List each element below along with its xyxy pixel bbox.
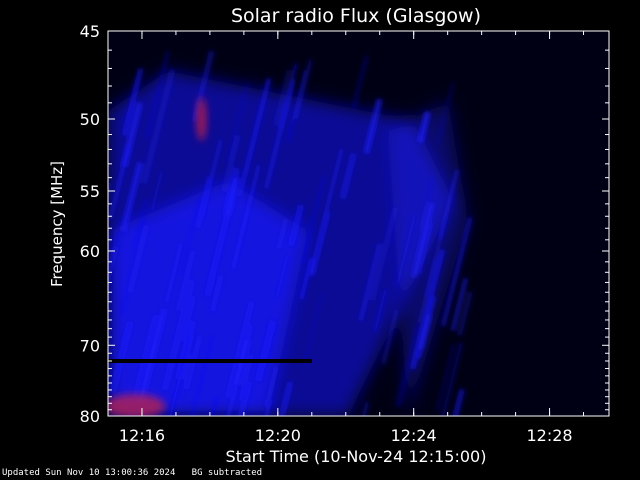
y-tick-label: 50 bbox=[80, 110, 100, 129]
heatmap-area bbox=[108, 31, 609, 416]
x-tick-label: 12:20 bbox=[255, 426, 301, 445]
y-tick-label: 45 bbox=[80, 22, 100, 41]
footer: Updated Sun Nov 10 13:00:36 2024 BG subt… bbox=[2, 468, 262, 478]
y-tick-label: 55 bbox=[80, 182, 100, 201]
bright-patches bbox=[108, 97, 207, 416]
x-axis-label: Start Time (10-Nov-24 12:15:00) bbox=[226, 447, 487, 466]
emission-streaks bbox=[108, 50, 473, 416]
y-tick-label: 70 bbox=[80, 336, 100, 355]
x-tick-label: 12:28 bbox=[527, 426, 573, 445]
chart-title: Solar radio Flux (Glasgow) bbox=[231, 5, 481, 27]
y-axis: 45 50 55 60 70 80 bbox=[80, 22, 609, 426]
x-tick-label: 12:24 bbox=[391, 426, 437, 445]
x-axis: 12:16 12:20 12:24 12:28 bbox=[107, 31, 585, 445]
y-tick-label: 80 bbox=[80, 407, 100, 426]
x-tick-label: 12:16 bbox=[119, 426, 165, 445]
updated-timestamp: Updated Sun Nov 10 13:00:36 2024 bbox=[2, 468, 176, 478]
y-tick-label: 60 bbox=[80, 242, 100, 261]
bg-note: BG subtracted bbox=[191, 468, 263, 478]
y-axis-label: Frequency [MHz] bbox=[48, 161, 66, 287]
plot-frame bbox=[107, 30, 610, 417]
emission-layer bbox=[108, 50, 473, 416]
